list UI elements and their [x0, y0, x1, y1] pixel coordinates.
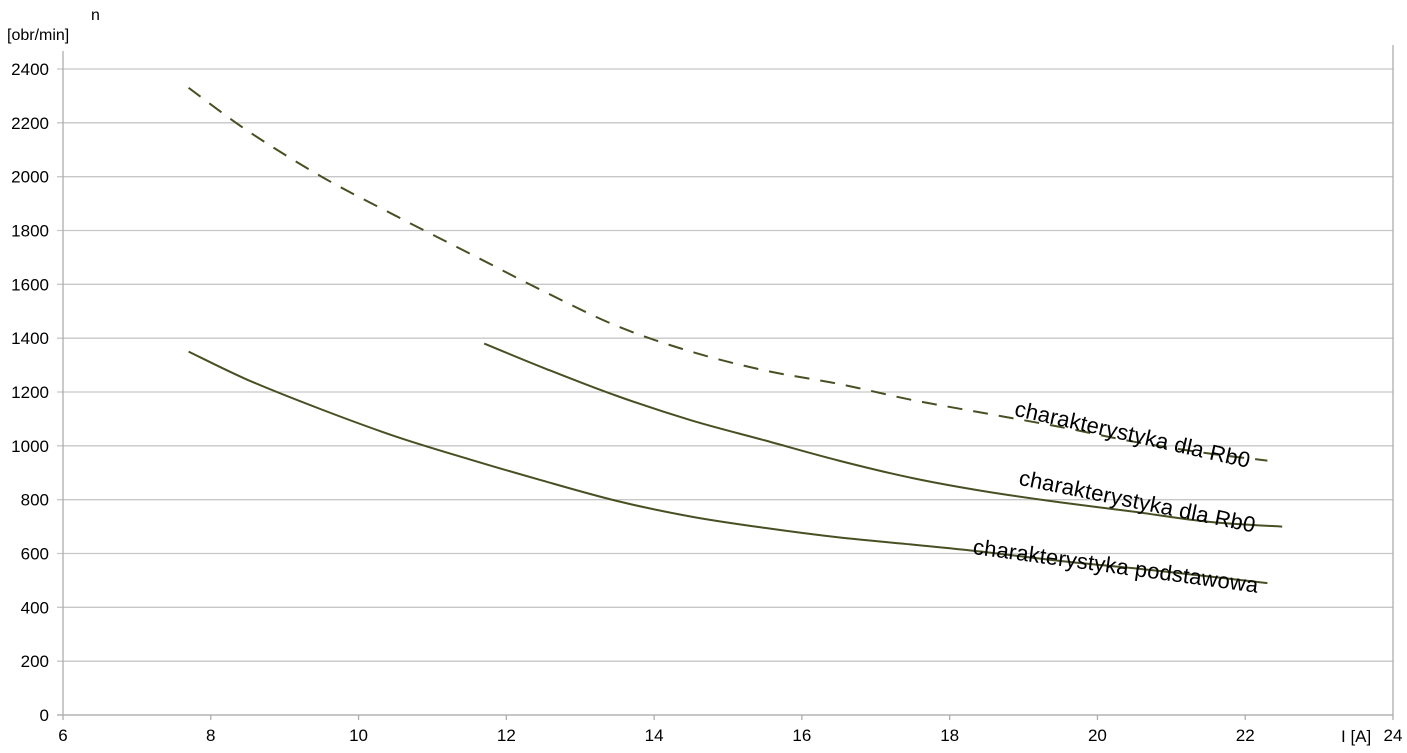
- y-tick-label-1400: 1400: [11, 329, 49, 348]
- y-axis-title-unit: [obr/min]: [7, 27, 70, 44]
- y-tick-label-400: 400: [21, 598, 49, 617]
- x-tick-label-18: 18: [940, 726, 959, 745]
- y-tick-label-1800: 1800: [11, 222, 49, 241]
- y-tick-label-2000: 2000: [11, 168, 49, 187]
- y-tick-label-600: 600: [21, 545, 49, 564]
- curve-charakterystyka-dla-Rb0-solid: [483, 342, 1283, 528]
- y-tick-label-800: 800: [21, 491, 49, 510]
- y-tick-label-1600: 1600: [11, 275, 49, 294]
- curve-charakterystyka-podstawowa: [188, 350, 1268, 585]
- y-tick-label-0: 0: [40, 706, 49, 725]
- x-axis-title: I [A]: [1341, 727, 1372, 746]
- y-tick-label-1200: 1200: [11, 383, 49, 402]
- y-tick-label-2400: 2400: [11, 60, 49, 79]
- x-tick-label-12: 12: [497, 726, 516, 745]
- x-tick-label-8: 8: [206, 726, 215, 745]
- x-tick-label-16: 16: [792, 726, 811, 745]
- x-tick-label-24: 24: [1384, 726, 1403, 745]
- curve-charakterystyka-dla-Rb0-dashed: [188, 86, 1268, 462]
- y-axis-title-symbol: n: [91, 7, 100, 24]
- y-tick-label-2200: 2200: [11, 114, 49, 133]
- x-tick-label-22: 22: [1236, 726, 1255, 745]
- y-tick-label-1000: 1000: [11, 437, 49, 456]
- x-tick-label-20: 20: [1088, 726, 1107, 745]
- x-tick-label-6: 6: [58, 726, 67, 745]
- x-tick-label-14: 14: [645, 726, 664, 745]
- x-tick-label-10: 10: [349, 726, 368, 745]
- y-tick-label-200: 200: [21, 652, 49, 671]
